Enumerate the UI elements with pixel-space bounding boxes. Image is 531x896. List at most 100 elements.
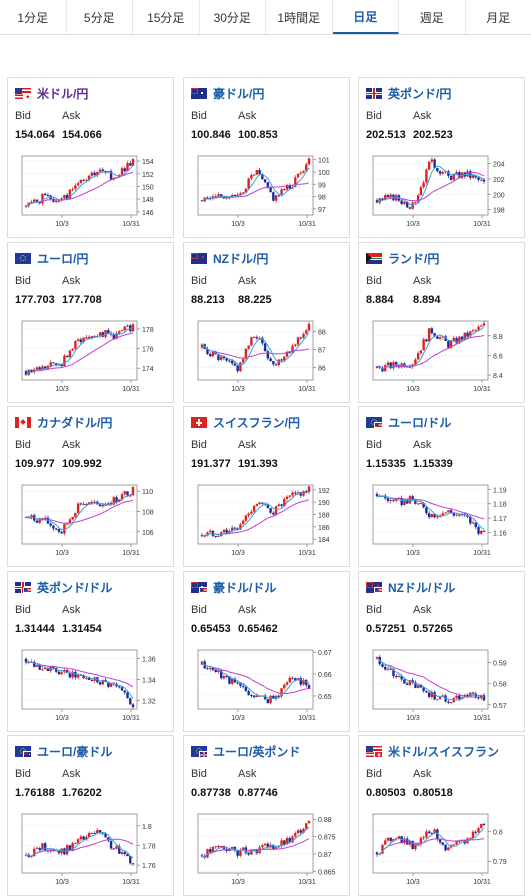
candle-body — [77, 503, 79, 512]
candle-body — [283, 685, 285, 688]
candle-body — [455, 841, 457, 844]
candle-body — [55, 201, 57, 202]
y-tick-label: 1.19 — [493, 487, 507, 494]
pair-name[interactable]: NZドル/ドル — [388, 579, 455, 596]
y-tick-label: 8.8 — [493, 334, 503, 341]
candle-body — [283, 189, 285, 190]
candle-body — [264, 844, 266, 846]
pair-name[interactable]: 英ポンド/円 — [388, 85, 451, 102]
tab-0[interactable]: 1分足 — [0, 0, 67, 34]
candle-body — [121, 168, 123, 174]
candle-body — [409, 496, 411, 503]
pair-name[interactable]: スイスフラン/円 — [213, 414, 300, 431]
candle-body — [420, 187, 422, 195]
y-tick-label: 110 — [142, 489, 153, 496]
candle-body — [275, 364, 277, 365]
tab-5[interactable]: 日足 — [333, 0, 400, 34]
y-tick-label: 0.66 — [318, 672, 332, 679]
candle-body — [480, 326, 482, 327]
tab-3[interactable]: 30分足 — [200, 0, 267, 34]
candle-body — [387, 195, 389, 197]
ask-value: 1.76202 — [62, 787, 109, 799]
candle-body — [126, 491, 128, 495]
pair-name[interactable]: 英ポンド/ドル — [37, 579, 112, 596]
candle-body — [450, 702, 452, 703]
candle-body — [431, 159, 433, 161]
bid-label: Bid — [191, 604, 238, 616]
pair-name[interactable]: 米ドル/円 — [37, 85, 88, 102]
tab-2[interactable]: 15分足 — [133, 0, 200, 34]
pair-name[interactable]: ユーロ/英ポンド — [213, 743, 300, 760]
bid-label: Bid — [366, 439, 413, 451]
ask-label: Ask — [413, 275, 460, 287]
candle-body — [475, 522, 477, 527]
bid-value: 8.884 — [366, 294, 413, 306]
tab-4[interactable]: 1時間足 — [266, 0, 333, 34]
pair-name[interactable]: 豪ドル/円 — [213, 85, 264, 102]
y-tick-label: 202 — [493, 177, 505, 184]
pair-name[interactable]: ユーロ/ドル — [388, 414, 451, 431]
pair-name[interactable]: ユーロ/豪ドル — [37, 743, 112, 760]
y-tick-label: 0.88 — [318, 817, 332, 824]
candle-body — [225, 676, 227, 677]
pair-name[interactable]: NZドル/円 — [213, 250, 268, 267]
x-tick-label: 10/31 — [473, 386, 491, 393]
candle-body — [256, 696, 258, 697]
tab-1[interactable]: 5分足 — [67, 0, 134, 34]
pair-name[interactable]: ユーロ/円 — [37, 250, 88, 267]
y-tick-label: 1.8 — [142, 824, 152, 831]
candle-body — [58, 201, 60, 202]
candle-body — [253, 175, 255, 176]
candle-body — [294, 833, 296, 836]
candle-body — [390, 838, 392, 841]
tab-6[interactable]: 週足 — [399, 0, 466, 34]
candle-body — [80, 180, 82, 183]
x-tick-label: 10/31 — [298, 221, 316, 228]
pair-name[interactable]: 米ドル/スイスフラン — [388, 743, 499, 760]
flag-icon — [366, 417, 382, 428]
tab-7[interactable]: 月足 — [466, 0, 531, 34]
candle-body — [231, 361, 233, 364]
pair-name[interactable]: 豪ドル/ドル — [213, 579, 276, 596]
candle-body — [242, 359, 244, 363]
x-tick-label: 10/31 — [122, 386, 140, 393]
pair-name[interactable]: カナダドル/円 — [37, 414, 112, 431]
candle-body — [217, 846, 219, 847]
candle-body — [261, 845, 263, 847]
candle-body — [121, 852, 123, 854]
candle-body — [403, 202, 405, 204]
candle-body — [264, 179, 266, 182]
pair-name[interactable]: ランド/円 — [388, 250, 439, 267]
candle-body — [455, 172, 457, 174]
y-tick-label: 154 — [142, 159, 154, 166]
candle-body — [63, 195, 65, 198]
bid-label: Bid — [15, 275, 62, 287]
x-tick-label: 10/3 — [406, 550, 420, 557]
candle-body — [60, 532, 62, 534]
candle-body — [472, 693, 474, 694]
y-tick-label: 178 — [142, 327, 154, 334]
